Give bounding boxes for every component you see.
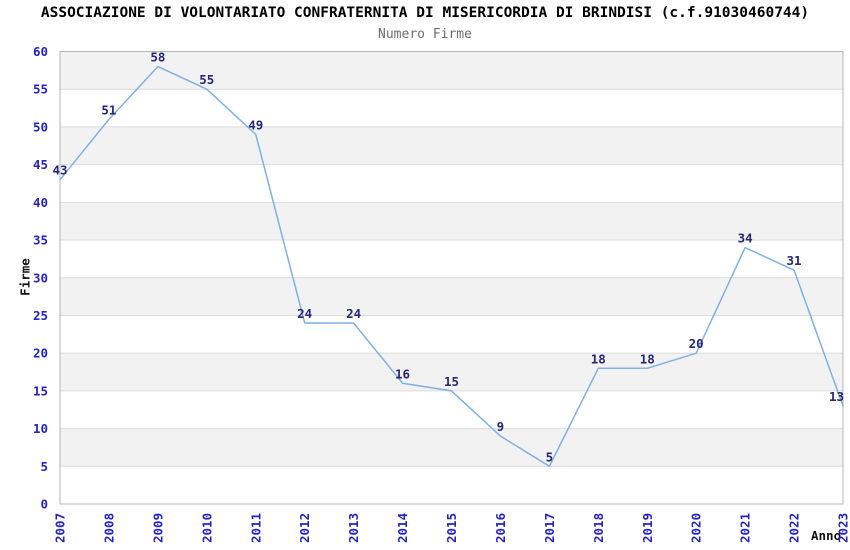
plot-band xyxy=(60,126,843,165)
data-label: 13 xyxy=(829,389,844,404)
y-tick-label: 5 xyxy=(40,459,48,474)
data-label: 15 xyxy=(444,374,459,389)
data-label: 43 xyxy=(52,163,67,178)
x-tick-label: 2022 xyxy=(787,513,802,543)
y-tick-label: 30 xyxy=(33,270,48,285)
y-tick-label: 10 xyxy=(33,421,48,436)
data-label: 49 xyxy=(248,117,263,132)
x-tick-label: 2023 xyxy=(836,513,850,543)
x-tick-label: 2021 xyxy=(738,513,753,543)
data-label: 51 xyxy=(101,102,116,117)
y-tick-label: 45 xyxy=(33,157,48,172)
plot-border xyxy=(59,51,844,505)
series-line xyxy=(59,65,844,468)
x-tick-label: 2011 xyxy=(248,513,263,543)
data-label: 20 xyxy=(689,336,704,351)
x-tick-label: 2008 xyxy=(101,513,116,543)
y-tick-label: 35 xyxy=(33,233,48,248)
plot-band xyxy=(60,202,843,241)
y-tick-label: 55 xyxy=(33,82,48,97)
y-tick-label: 20 xyxy=(33,346,48,361)
x-tick-label: 2015 xyxy=(444,513,459,543)
x-tick-label: 2016 xyxy=(493,513,508,543)
plot-band xyxy=(60,277,843,316)
data-label: 18 xyxy=(591,351,606,366)
y-tick-label: 40 xyxy=(33,195,48,210)
data-label: 31 xyxy=(787,253,802,268)
x-tick-label: 2019 xyxy=(640,513,655,543)
x-tick-label: 2007 xyxy=(53,513,68,543)
plot-band xyxy=(60,428,843,467)
data-label: 5 xyxy=(546,449,554,464)
y-tick-label: 0 xyxy=(40,497,48,512)
y-tick-label: 25 xyxy=(33,308,48,323)
x-tick-label: 2009 xyxy=(150,513,165,543)
x-tick-label: 2010 xyxy=(199,513,214,543)
data-label: 24 xyxy=(297,306,312,321)
y-tick-label: 50 xyxy=(33,119,48,134)
data-label: 58 xyxy=(150,50,165,65)
data-label: 16 xyxy=(395,366,410,381)
x-tick-label: 2012 xyxy=(297,513,312,543)
data-label: 55 xyxy=(199,72,214,87)
x-tick-label: 2014 xyxy=(395,513,410,543)
y-tick-label: 60 xyxy=(33,44,48,59)
data-label: 18 xyxy=(640,351,655,366)
x-tick-label: 2018 xyxy=(591,513,606,543)
x-tick-label: 2020 xyxy=(689,513,704,543)
x-tick-label: 2017 xyxy=(542,513,557,543)
chart-title: ASSOCIAZIONE DI VOLONTARIATO CONFRATERNI… xyxy=(40,5,810,21)
data-label: 34 xyxy=(738,231,753,246)
plot-band xyxy=(60,353,843,391)
x-axis-title: Anno xyxy=(811,528,842,543)
chart-subtitle: Numero Firme xyxy=(378,27,472,42)
x-tick-label: 2013 xyxy=(346,513,361,543)
plot-band xyxy=(60,51,843,90)
data-label: 9 xyxy=(497,419,505,434)
data-label: 24 xyxy=(346,306,361,321)
y-tick-label: 15 xyxy=(33,383,48,398)
